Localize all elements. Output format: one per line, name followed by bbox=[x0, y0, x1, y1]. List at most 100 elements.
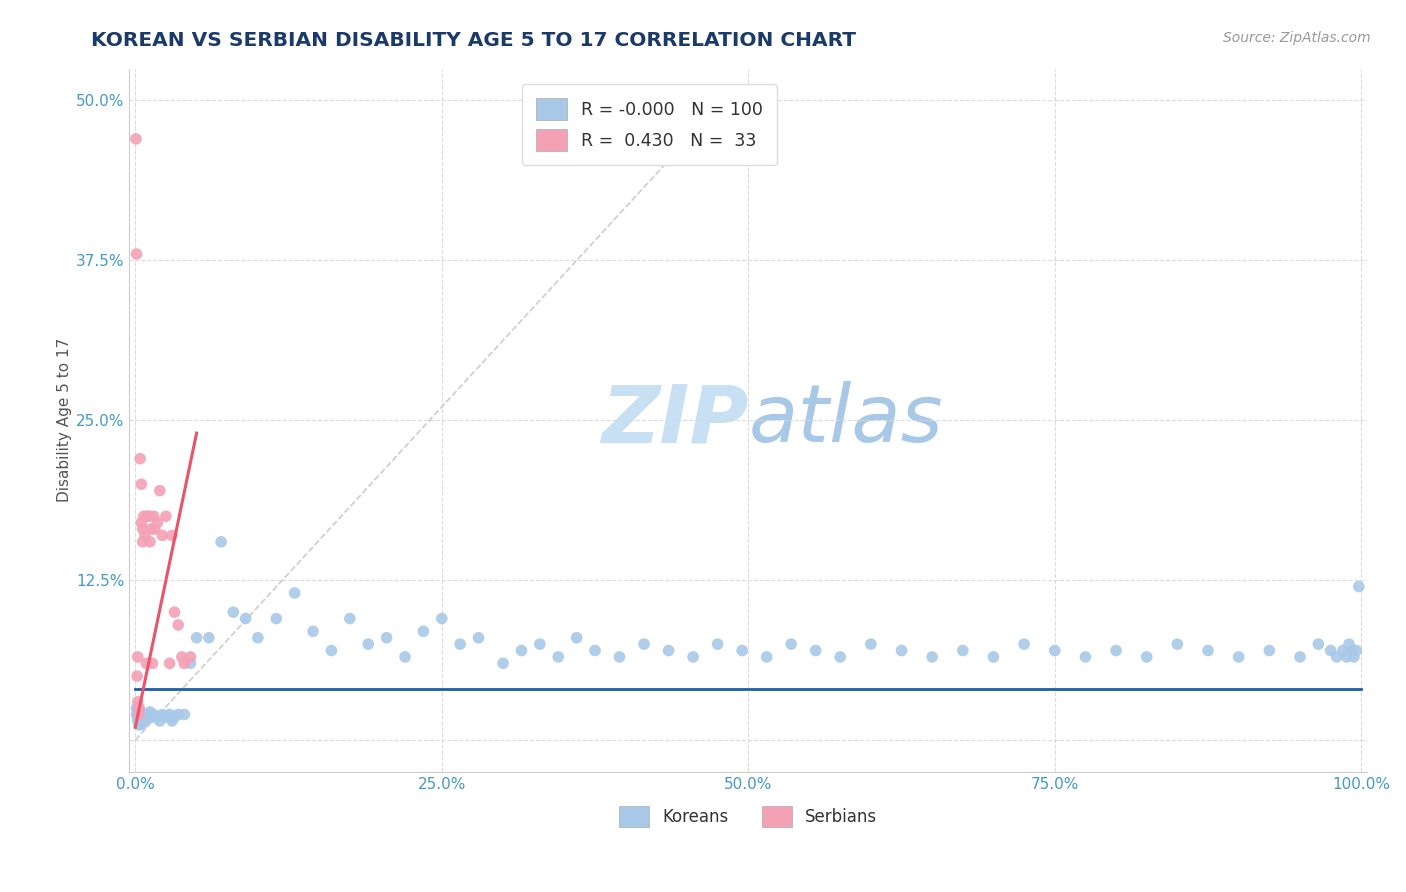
Point bbox=[583, 643, 606, 657]
Point bbox=[1105, 643, 1128, 657]
Text: atlas: atlas bbox=[748, 381, 943, 459]
Point bbox=[983, 649, 1005, 664]
Point bbox=[235, 611, 257, 625]
Point bbox=[163, 605, 186, 619]
Point bbox=[1289, 649, 1312, 664]
Point bbox=[129, 707, 152, 722]
Point bbox=[179, 649, 201, 664]
Point bbox=[394, 649, 416, 664]
Point bbox=[529, 637, 551, 651]
Point bbox=[155, 710, 177, 724]
Point bbox=[141, 710, 163, 724]
Point bbox=[246, 631, 269, 645]
Point bbox=[135, 710, 157, 724]
Point bbox=[128, 701, 150, 715]
Point bbox=[492, 657, 515, 671]
Point bbox=[150, 707, 173, 722]
Point bbox=[132, 509, 155, 524]
Point bbox=[125, 701, 148, 715]
Point bbox=[633, 637, 655, 651]
Point bbox=[1308, 637, 1330, 651]
Point bbox=[131, 707, 153, 722]
Point bbox=[135, 707, 157, 722]
Point bbox=[138, 509, 160, 524]
Point bbox=[149, 483, 172, 498]
Point bbox=[173, 657, 195, 671]
Point bbox=[131, 710, 153, 724]
Point bbox=[134, 707, 156, 722]
Point bbox=[135, 657, 157, 671]
Point bbox=[125, 707, 148, 722]
Point bbox=[375, 631, 398, 645]
Point bbox=[128, 707, 150, 722]
Point bbox=[921, 649, 943, 664]
Point bbox=[159, 657, 181, 671]
Point bbox=[609, 649, 631, 664]
Point bbox=[134, 714, 156, 728]
Point bbox=[1340, 643, 1362, 657]
Point bbox=[127, 669, 149, 683]
Point bbox=[1347, 580, 1369, 594]
Point bbox=[142, 707, 165, 722]
Point bbox=[859, 637, 882, 651]
Point bbox=[131, 516, 153, 530]
Point bbox=[890, 643, 912, 657]
Point bbox=[127, 714, 149, 728]
Point bbox=[139, 705, 162, 719]
Point bbox=[160, 714, 183, 728]
Point bbox=[804, 643, 827, 657]
Point bbox=[510, 643, 533, 657]
Point bbox=[127, 705, 149, 719]
Point bbox=[755, 649, 778, 664]
Point bbox=[1043, 643, 1066, 657]
Point bbox=[198, 631, 221, 645]
Point bbox=[138, 707, 160, 722]
Point bbox=[1331, 643, 1354, 657]
Point bbox=[1166, 637, 1188, 651]
Point bbox=[139, 534, 162, 549]
Point bbox=[163, 710, 186, 724]
Point bbox=[565, 631, 588, 645]
Point bbox=[179, 657, 201, 671]
Point bbox=[131, 522, 153, 536]
Point bbox=[129, 710, 152, 724]
Point bbox=[143, 522, 166, 536]
Point bbox=[131, 710, 153, 724]
Point bbox=[830, 649, 852, 664]
Point bbox=[127, 710, 149, 724]
Point bbox=[155, 509, 177, 524]
Point bbox=[1337, 637, 1360, 651]
Point bbox=[1227, 649, 1250, 664]
Point bbox=[136, 710, 159, 724]
Point bbox=[1197, 643, 1219, 657]
Point bbox=[339, 611, 361, 625]
Point bbox=[131, 707, 153, 722]
Point bbox=[780, 637, 803, 651]
Point bbox=[302, 624, 325, 639]
Point bbox=[129, 451, 152, 466]
Legend: Koreans, Serbians: Koreans, Serbians bbox=[613, 799, 884, 834]
Point bbox=[128, 717, 150, 731]
Point bbox=[145, 710, 167, 724]
Point bbox=[173, 707, 195, 722]
Point bbox=[134, 528, 156, 542]
Point bbox=[412, 624, 434, 639]
Point bbox=[706, 637, 728, 651]
Point bbox=[128, 701, 150, 715]
Point bbox=[1346, 643, 1368, 657]
Point bbox=[1136, 649, 1159, 664]
Point bbox=[132, 707, 155, 722]
Point bbox=[167, 618, 190, 632]
Point bbox=[449, 637, 471, 651]
Point bbox=[127, 649, 149, 664]
Point bbox=[658, 643, 681, 657]
Point bbox=[131, 714, 153, 728]
Point bbox=[170, 649, 193, 664]
Point bbox=[131, 477, 153, 491]
Y-axis label: Disability Age 5 to 17: Disability Age 5 to 17 bbox=[58, 338, 72, 502]
Point bbox=[127, 695, 149, 709]
Point bbox=[682, 649, 704, 664]
Point bbox=[159, 707, 181, 722]
Point bbox=[129, 714, 152, 728]
Point bbox=[125, 132, 148, 146]
